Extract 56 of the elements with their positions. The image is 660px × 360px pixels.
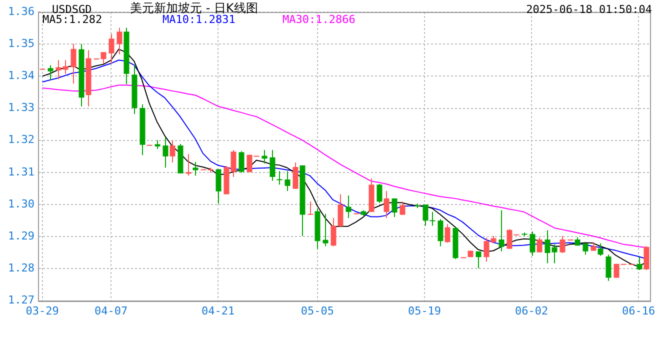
candlestick <box>322 213 328 247</box>
y-tick-label: 1.32 <box>8 133 34 146</box>
y-tick-label: 1.27 <box>8 294 34 307</box>
x-tick-label: 04-21 <box>202 304 235 318</box>
annotation: 2025-06-18 01:50:04 <box>526 3 652 16</box>
candlestick <box>384 190 390 219</box>
candlestick <box>400 201 406 216</box>
candlestick <box>476 250 482 269</box>
candlestick <box>606 254 612 282</box>
candlestick <box>598 242 604 256</box>
candlestick <box>308 201 314 215</box>
x-tick-label: 05-05 <box>300 304 334 318</box>
candlestick <box>430 211 436 226</box>
candlestick <box>238 150 244 174</box>
candlestick <box>276 170 282 186</box>
candlestick <box>108 33 114 64</box>
candlestick <box>48 64 54 81</box>
chart-title: 美元新加坡元 - 日K线图 <box>130 1 258 15</box>
candlestick <box>644 246 650 270</box>
candlestick <box>116 27 122 55</box>
candlestick <box>438 218 444 247</box>
x-tick-label: 03-29 <box>26 304 59 318</box>
x-tick-label: 04-07 <box>94 304 128 318</box>
x-tick-label: 05-19 <box>408 304 442 318</box>
y-tick-label: 1.30 <box>8 197 34 210</box>
candlestick <box>560 235 566 254</box>
candlestick <box>292 162 298 190</box>
y-tick-label: 1.34 <box>8 69 35 82</box>
candlestick <box>498 210 504 252</box>
candlestick <box>636 256 642 270</box>
y-tick-label: 1.36 <box>8 4 34 18</box>
y-tick-label: 1.35 <box>8 36 34 50</box>
candlestick <box>392 198 398 218</box>
x-tick-label: 06-16 <box>622 304 656 318</box>
candlestick <box>422 204 428 226</box>
y-tick-label: 1.31 <box>8 165 34 178</box>
candlestick <box>262 149 268 164</box>
candlestick <box>170 140 176 163</box>
candlestick <box>70 43 76 84</box>
candlestick <box>270 149 276 182</box>
candlestick <box>216 168 222 204</box>
candlestick <box>162 136 168 168</box>
candlestick <box>186 154 192 176</box>
candlestick <box>376 183 382 204</box>
y-tick-label: 1.28 <box>8 262 34 275</box>
x-tick-label: 06-02 <box>514 304 548 318</box>
candlestick <box>192 161 198 176</box>
candlestick <box>444 224 450 244</box>
y-tick-label: 1.33 <box>8 101 34 114</box>
candlestick <box>536 237 542 253</box>
y-tick-label: 1.29 <box>8 229 34 242</box>
text: MA30:1.2866 <box>282 12 356 26</box>
candlestick <box>530 230 536 256</box>
candlestick <box>346 195 352 219</box>
text: MA10:1.2831 <box>162 12 236 26</box>
candlestick <box>284 170 290 192</box>
